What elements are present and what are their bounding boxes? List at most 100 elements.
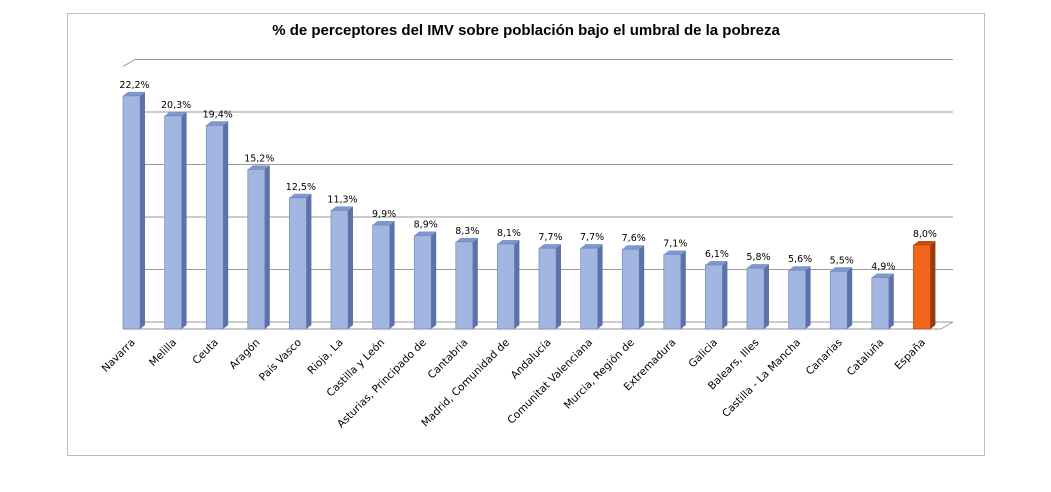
bar (164, 111, 187, 330)
bar-top (497, 239, 520, 244)
bar (829, 267, 853, 330)
data-label: 9,9% (372, 209, 396, 220)
data-label: 8,9% (414, 220, 438, 231)
bar-side (805, 266, 811, 329)
category-label: Ceuta (190, 337, 220, 367)
bar-side (140, 91, 145, 330)
bar-front (247, 169, 266, 330)
data-label: 4,9% (871, 262, 895, 273)
grid-layer (122, 59, 954, 330)
bar-top (663, 250, 686, 255)
bar-top (247, 165, 270, 170)
bar-front (289, 197, 307, 330)
bar-top (788, 266, 811, 271)
bar (122, 91, 145, 330)
bar (330, 206, 353, 330)
bar (455, 237, 478, 330)
bar-side (472, 237, 478, 329)
bar-front (497, 243, 515, 330)
bar-top (830, 267, 853, 272)
bar-top (455, 237, 478, 242)
category-label: Rioja, La (305, 337, 345, 377)
bar-top (580, 244, 603, 249)
bar-front (330, 210, 349, 330)
category-label: Galicia (686, 337, 720, 371)
bar-front (205, 125, 224, 330)
bar-top (206, 121, 229, 126)
category-label: Melilla (147, 337, 179, 369)
category-label: Madrid, Comunidad de (419, 337, 512, 430)
bar-front (621, 248, 640, 330)
bar-front (122, 95, 141, 330)
data-label: 20,3% (161, 100, 191, 111)
bar-top (331, 206, 353, 211)
bar-side (722, 260, 728, 329)
bar-side (264, 165, 270, 329)
data-label: 15,2% (244, 153, 274, 164)
bar-top (622, 245, 645, 250)
category-label: Navarra (100, 337, 138, 375)
bar (413, 231, 437, 330)
bar-top (705, 260, 728, 265)
bar-side (556, 244, 561, 329)
bar-side (348, 206, 353, 329)
bar (663, 250, 686, 330)
category-label: Aragón (227, 337, 262, 372)
bar (205, 121, 229, 330)
bar-front (580, 247, 598, 330)
floor-side-edge (940, 321, 954, 330)
bar-front (829, 270, 848, 330)
data-label: 8,1% (497, 228, 521, 239)
bar-side (389, 221, 395, 329)
data-label: 5,5% (830, 255, 854, 266)
bar (871, 273, 894, 330)
bar-front (705, 264, 723, 330)
data-label: 7,7% (538, 232, 562, 243)
bar-side (888, 273, 894, 329)
bar-layer (122, 91, 936, 330)
bar (746, 264, 769, 330)
bar (913, 241, 936, 330)
bar-top (164, 111, 187, 116)
chart-frame: % de perceptores del IMV sobre población… (67, 13, 985, 456)
bar (580, 244, 603, 330)
chart-title: % de perceptores del IMV sobre población… (272, 22, 780, 39)
data-label: 11,3% (327, 194, 357, 205)
bar-top (414, 231, 437, 236)
bar-top (289, 193, 312, 198)
data-label: 8,0% (913, 229, 937, 240)
bar (788, 266, 811, 330)
bar (289, 193, 312, 330)
bar-top (372, 221, 395, 226)
bar-chart: 22,2% Navarra 20,3% Melilla 19,4% Ceuta 15,2% A… (100, 59, 954, 431)
bar (247, 165, 270, 330)
bar-side (223, 121, 229, 329)
category-label: Andalucía (509, 337, 554, 382)
bar-front (455, 241, 474, 330)
bar-side (181, 111, 187, 329)
data-label: 7,1% (663, 238, 687, 249)
data-label: 7,6% (622, 233, 646, 244)
bar-top (747, 264, 769, 269)
bar-top (539, 244, 561, 249)
data-label: 22,2% (119, 80, 149, 91)
data-label: 12,5% (286, 182, 316, 193)
bar (621, 245, 645, 330)
category-label: España (892, 337, 928, 373)
bar-side (306, 193, 312, 329)
bar-side (680, 250, 686, 329)
category-label: País Vasco (257, 337, 304, 384)
category-label: Asturias, Principado de (335, 337, 429, 431)
bar-front (164, 115, 182, 330)
bar-top (123, 91, 145, 96)
gridline-depth (122, 59, 136, 67)
bar-front (413, 235, 432, 330)
bar-side (431, 231, 437, 329)
category-label: Cataluña (845, 337, 887, 379)
data-label: 7,7% (580, 232, 604, 243)
category-label: Comunitat Valenciana (505, 337, 595, 427)
category-label: Canarias (804, 337, 845, 378)
bar-front (913, 244, 931, 330)
bar-front (663, 254, 682, 330)
bar-side (930, 241, 936, 329)
